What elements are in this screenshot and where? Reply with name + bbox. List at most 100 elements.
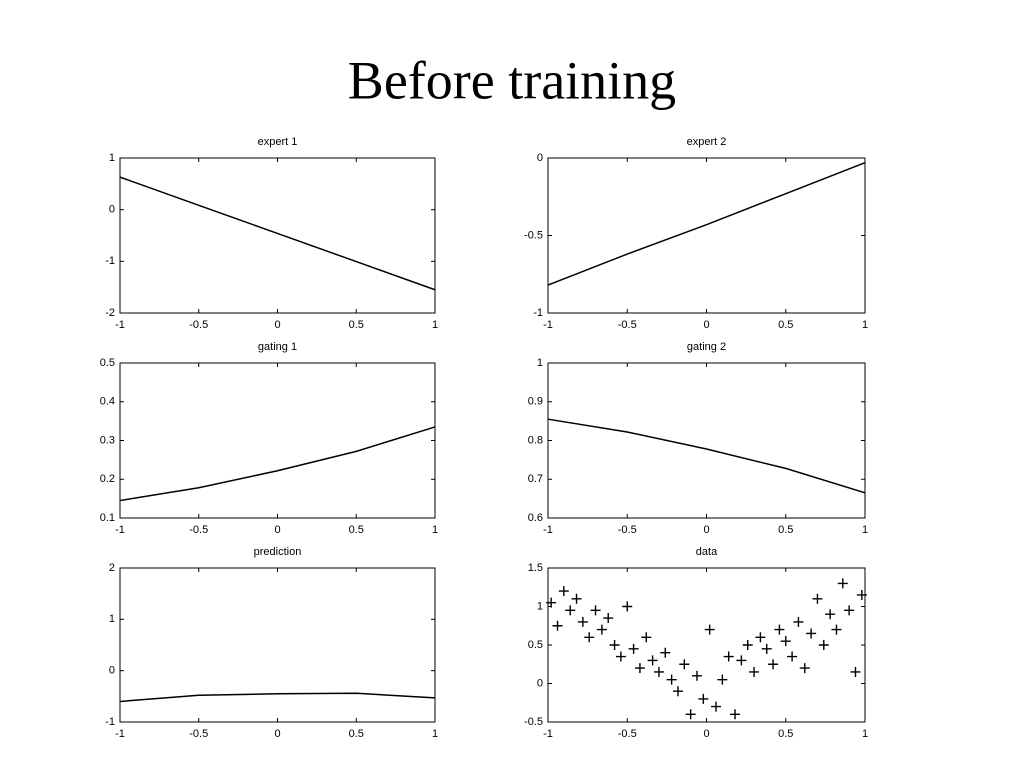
y-tick-label: -1 (105, 255, 115, 267)
plus-marker (856, 589, 867, 600)
x-tick-label: 0 (703, 524, 709, 536)
y-tick-label: 0.7 (528, 473, 543, 485)
plus-marker (780, 636, 791, 647)
plus-marker (704, 624, 715, 635)
plus-marker (577, 616, 588, 627)
plus-marker (615, 651, 626, 662)
x-tick-label: 0.5 (778, 524, 793, 536)
x-tick-label: 0 (703, 728, 709, 740)
subplot-title: prediction (254, 546, 302, 558)
plus-marker (812, 593, 823, 604)
y-tick-label: 0 (109, 665, 115, 677)
plus-marker (723, 651, 734, 662)
y-tick-label: 0.8 (528, 434, 543, 446)
plus-marker (730, 709, 741, 720)
x-tick-label: 0 (274, 524, 280, 536)
x-tick-label: -1 (543, 524, 553, 536)
y-tick-label: 0.2 (100, 473, 115, 485)
x-tick-label: 0.5 (349, 524, 364, 536)
plus-marker (793, 616, 804, 627)
y-tick-label: 1 (537, 600, 543, 612)
plus-marker (774, 624, 785, 635)
y-tick-label: 0.4 (100, 396, 115, 408)
x-tick-label: 0.5 (778, 728, 793, 740)
axes-frame (119, 362, 436, 519)
plus-marker (717, 674, 728, 685)
x-tick-label: -0.5 (618, 728, 637, 740)
subplot-title: expert 1 (258, 136, 298, 148)
plus-marker (552, 620, 563, 631)
y-tick-label: 2 (109, 562, 115, 574)
y-tick-label: 1.5 (528, 562, 543, 574)
x-tick-label: -0.5 (618, 319, 637, 331)
subplot-title: data (696, 546, 718, 558)
plus-marker (736, 655, 747, 666)
plus-marker (622, 601, 633, 612)
x-tick-label: -1 (543, 728, 553, 740)
plus-marker (691, 670, 702, 681)
x-tick-label: -1 (115, 524, 125, 536)
plus-marker (672, 686, 683, 697)
plus-marker (825, 609, 836, 620)
x-tick-label: -1 (115, 728, 125, 740)
curve (119, 692, 436, 703)
x-tick-label: 1 (432, 728, 438, 740)
x-tick-label: -0.5 (189, 524, 208, 536)
axes-frame (547, 362, 866, 519)
y-tick-label: 1 (109, 152, 115, 164)
y-tick-label: 1 (537, 357, 543, 369)
y-tick-label: 0 (537, 677, 543, 689)
plus-marker (831, 624, 842, 635)
x-tick-label: 1 (862, 524, 868, 536)
plus-marker (768, 659, 779, 670)
plus-marker (609, 640, 620, 650)
plus-marker (844, 605, 855, 616)
x-tick-label: 1 (862, 728, 868, 740)
y-tick-label: 0 (109, 204, 115, 216)
x-tick-label: 0 (274, 319, 280, 331)
plus-marker (546, 597, 557, 608)
curve (547, 418, 866, 494)
x-tick-label: 1 (432, 524, 438, 536)
x-tick-label: 1 (432, 319, 438, 331)
y-tick-label: 1 (109, 613, 115, 625)
subplot-title: gating 2 (687, 341, 726, 353)
plus-marker (647, 655, 658, 666)
x-tick-label: 0.5 (349, 728, 364, 740)
plus-marker (818, 640, 829, 650)
x-tick-label: 0.5 (349, 319, 364, 331)
y-tick-label: -1 (533, 307, 543, 319)
plus-marker (660, 647, 671, 658)
curve (119, 426, 436, 502)
y-tick-label: -2 (105, 307, 115, 319)
plus-marker (685, 709, 696, 720)
x-tick-label: -0.5 (618, 524, 637, 536)
plus-marker (634, 663, 645, 674)
x-tick-label: -0.5 (189, 728, 208, 740)
plus-marker (653, 666, 664, 677)
axes-frame (119, 567, 436, 723)
plus-marker (666, 674, 677, 685)
plus-marker (590, 605, 601, 616)
x-tick-label: 0.5 (778, 319, 793, 331)
slide-title: Before training (348, 50, 676, 110)
curve (547, 161, 866, 286)
x-tick-label: 1 (862, 319, 868, 331)
plus-marker (698, 693, 709, 704)
y-tick-label: 0.1 (100, 512, 115, 524)
y-tick-label: -0.5 (524, 716, 543, 728)
plus-marker (787, 651, 798, 662)
plus-marker (806, 628, 817, 639)
x-tick-label: -1 (543, 319, 553, 331)
plus-marker (711, 701, 722, 712)
plus-marker (761, 643, 772, 654)
plus-marker (596, 624, 607, 635)
plus-marker (603, 613, 614, 624)
plus-marker (742, 640, 753, 650)
x-tick-label: -1 (115, 319, 125, 331)
plus-marker (679, 659, 690, 670)
plus-marker (641, 632, 652, 643)
x-tick-label: 0 (703, 319, 709, 331)
